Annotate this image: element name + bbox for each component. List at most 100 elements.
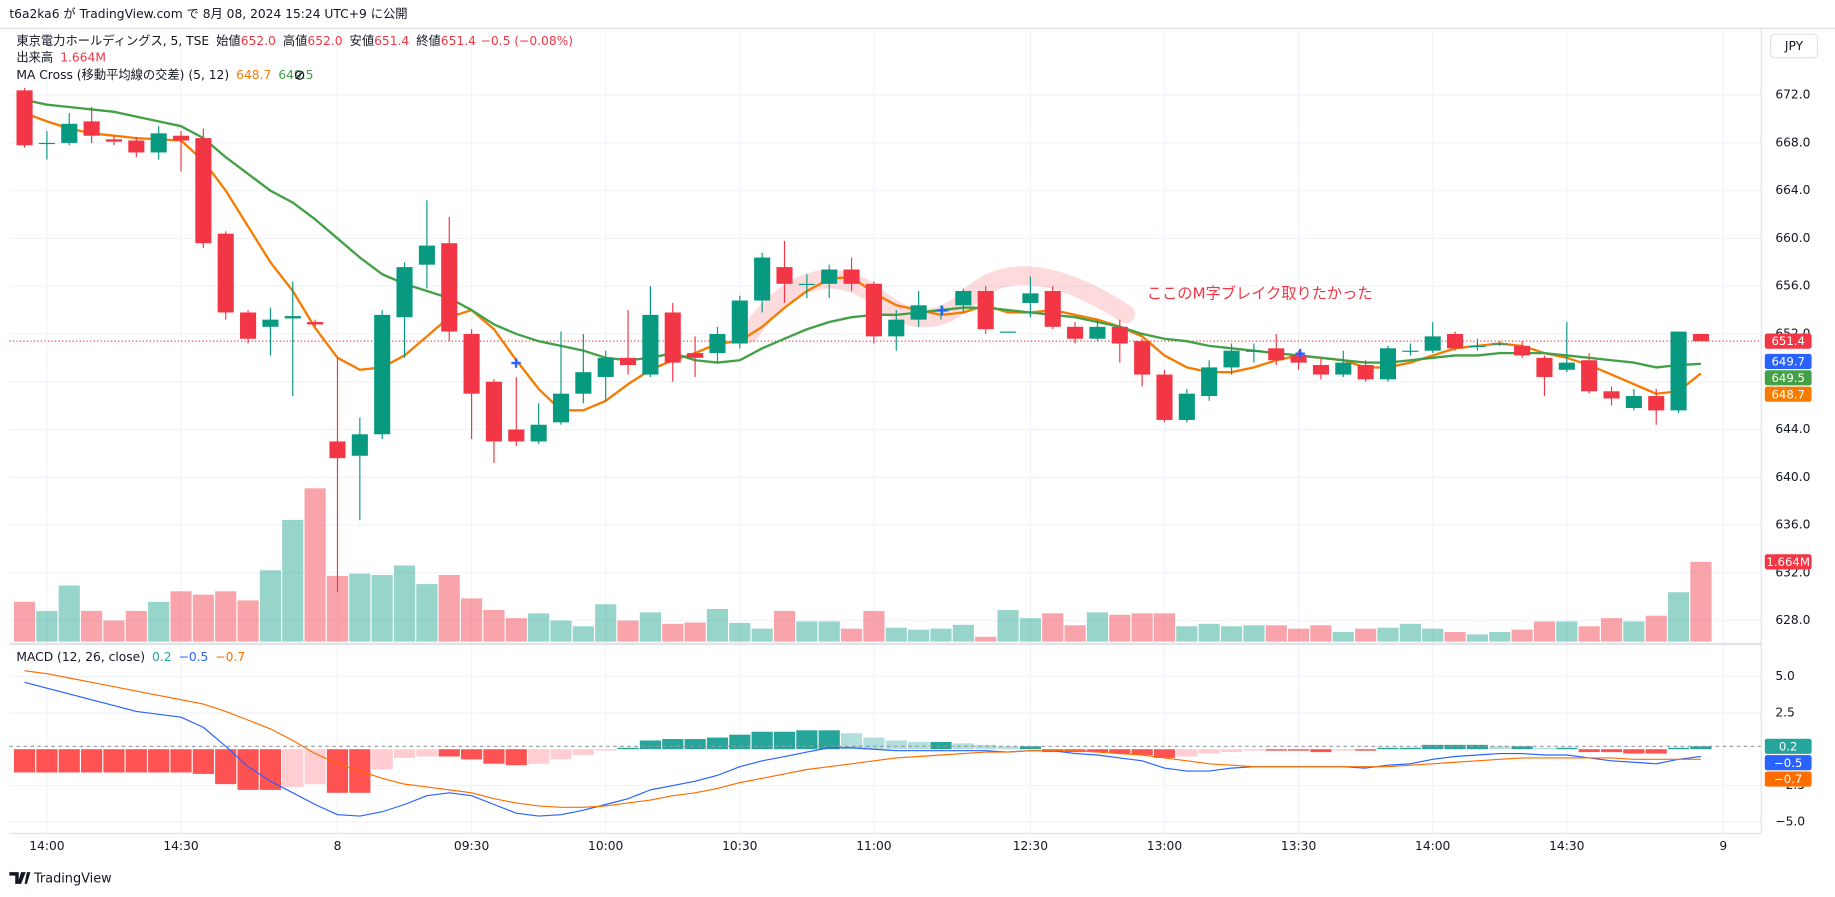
volume-bar [349, 573, 371, 642]
macd-histogram-bar [863, 737, 885, 750]
hide-icon[interactable] [294, 70, 305, 80]
m-pattern-highlight [739, 266, 1136, 344]
volume-bar [528, 613, 550, 642]
x-tick-label: 13:30 [1281, 839, 1316, 853]
candle-body [1290, 355, 1307, 363]
volume-bar [1377, 627, 1399, 642]
x-tick-label: 9 [1719, 839, 1727, 853]
ma-title: MA Cross (移動平均線の交差) (5, 12) [16, 67, 229, 82]
volume-bar [997, 609, 1019, 642]
macd-histogram-bar [550, 749, 572, 760]
candle-body [575, 372, 592, 394]
macd-histogram-bar [1399, 747, 1421, 750]
candle-body [865, 283, 882, 337]
volume-bar [1288, 628, 1310, 642]
volume-bar [505, 618, 527, 642]
macd-histogram-bar [1086, 749, 1109, 753]
volume-bar [326, 575, 349, 642]
candle-body [128, 140, 145, 153]
volume-bar [1623, 621, 1645, 642]
macd-hist-badge-bg [1764, 738, 1812, 754]
y-tick-label: 640.0 [1775, 470, 1810, 484]
volume-bar [103, 620, 125, 642]
volume-bar [1064, 625, 1086, 642]
candle-body [1156, 374, 1173, 420]
macd-histogram-bar [237, 749, 259, 790]
candle-body [329, 441, 346, 459]
symbol-legend: 東京電力ホールディングス, 5, TSE 始値652.0 高値652.0 安値651.… [16, 33, 573, 48]
candle-body [1245, 350, 1262, 352]
candle-body [798, 283, 815, 285]
volume-bar [930, 628, 952, 642]
macd-histogram-bar [1422, 744, 1444, 750]
candle-body [1312, 365, 1329, 375]
macd-histogram-bar [1533, 747, 1556, 750]
volume-bar [215, 591, 237, 642]
macd-histogram-bar [773, 731, 796, 750]
candle-body [1491, 343, 1508, 345]
macd-histogram-bar [13, 749, 36, 773]
candle-body [1335, 362, 1352, 375]
ma-fast-badge-bg [1764, 386, 1812, 402]
candle-body [642, 314, 659, 375]
volume-bar [952, 624, 974, 642]
volume-bar [1355, 628, 1377, 642]
candle-body [843, 269, 860, 284]
candle-body [1111, 326, 1128, 344]
macd-hist-badge: 0.2 [1779, 739, 1798, 753]
candle-body [977, 290, 994, 330]
signal-line [24, 670, 1701, 808]
marker-badge: 649.7 [1771, 355, 1804, 369]
macd-histogram-bar [662, 739, 684, 750]
signal-badge: −0.7 [1774, 772, 1802, 786]
candle-body [888, 319, 905, 337]
volume-layer [13, 488, 1712, 642]
macd-histogram-bar [1466, 744, 1488, 750]
candle-body [955, 290, 972, 306]
volume-bar [259, 570, 282, 642]
volume-bar [617, 620, 639, 642]
ohlc-value: 652.0 [241, 34, 276, 48]
signal-badge-bg [1764, 771, 1812, 787]
macd-histogram-bar [1444, 744, 1466, 750]
volume-bar [1153, 613, 1176, 642]
x-tick-label: 14:30 [163, 839, 198, 853]
macd-histogram-bar [1153, 749, 1176, 758]
candle-body [217, 233, 234, 313]
volume-bar [1086, 612, 1109, 642]
footer-brand: TradingView [33, 872, 112, 887]
last-price-badge: 651.4 [1771, 334, 1804, 348]
candle-body [1514, 345, 1531, 356]
macd-tick-label: 2.5 [1775, 705, 1795, 719]
volume-bar [773, 610, 796, 642]
macd-histogram-bar [1645, 749, 1667, 754]
candle-body [1022, 293, 1039, 303]
volume-bar [572, 626, 594, 642]
x-tick-label: 10:00 [588, 839, 623, 853]
x-tick-label: 8 [334, 839, 342, 853]
volume-bar [729, 622, 751, 642]
macd-histogram-bar [1667, 747, 1690, 750]
volume-bar [595, 604, 617, 642]
macd-histogram-bar [952, 743, 974, 750]
ma5-value: 648.7 [236, 68, 271, 82]
ma-legend: MA Cross (移動平均線の交差) (5, 12) 648.7 649.5 [16, 67, 313, 82]
macd-histogram-bar [1332, 749, 1354, 751]
volume-bar [818, 621, 840, 642]
y-tick-label: 656.0 [1775, 279, 1810, 293]
volume-bar [1042, 613, 1064, 642]
candle-body [105, 139, 123, 142]
macd-histogram-bar [572, 749, 594, 756]
ma-slow-badge: 649.5 [1771, 371, 1804, 385]
macd-histogram-bar [393, 749, 416, 758]
volume-bar [975, 636, 997, 642]
macd-histogram-bar [1176, 749, 1198, 757]
marker-badge-bg [1764, 353, 1812, 370]
annotation: ここのM字ブレイク取りたかった [1147, 285, 1373, 303]
macd-histogram-bar [1220, 749, 1243, 753]
currency-button[interactable] [1770, 33, 1819, 59]
candle-body [1268, 348, 1285, 361]
volume-badge-bg [1764, 554, 1812, 570]
macd-tick-label: −5.0 [1775, 814, 1805, 828]
y-tick-label: 644.0 [1775, 422, 1810, 436]
